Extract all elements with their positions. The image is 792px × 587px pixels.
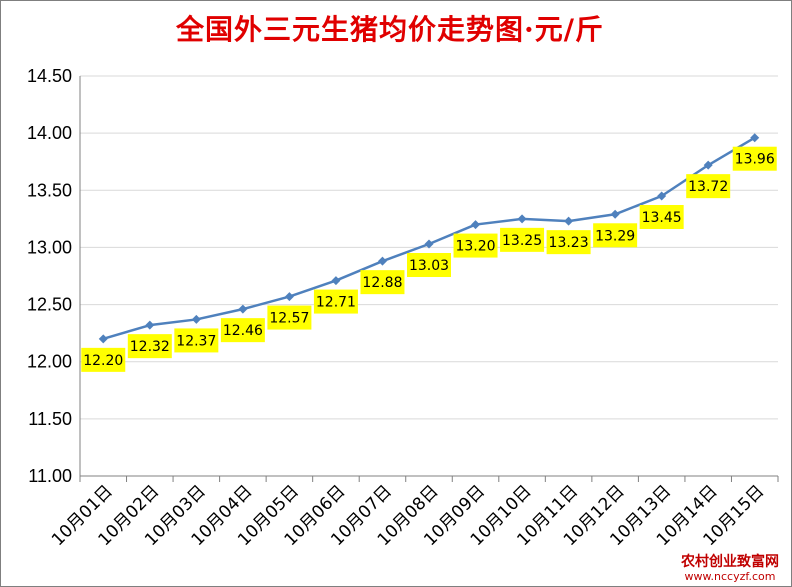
data-label-bg xyxy=(127,334,172,359)
data-label: 12.46 xyxy=(223,323,263,339)
data-point xyxy=(750,133,760,143)
y-tick-label: 14.50 xyxy=(27,66,72,86)
y-tick-label: 12.50 xyxy=(27,295,72,315)
data-point xyxy=(145,320,155,330)
data-label-bg xyxy=(546,230,591,255)
data-point xyxy=(98,334,108,344)
data-label: 12.20 xyxy=(83,353,123,369)
y-tick-label: 12.00 xyxy=(27,352,72,372)
y-tick-label: 11.00 xyxy=(28,466,72,486)
data-label-bg xyxy=(267,305,312,330)
data-label-bg xyxy=(174,328,219,353)
data-label: 13.20 xyxy=(455,239,495,255)
data-label-bg xyxy=(220,318,265,343)
data-point xyxy=(424,239,434,249)
y-tick-label: 14.00 xyxy=(27,123,72,143)
data-label: 13.23 xyxy=(549,235,589,251)
data-label: 13.29 xyxy=(595,228,635,244)
data-point xyxy=(284,292,294,302)
watermark: 农村创业致富网 www.nccyzf.com xyxy=(674,554,786,583)
data-point xyxy=(238,304,248,314)
data-label-bg xyxy=(453,233,498,258)
data-label-bg xyxy=(407,253,451,277)
data-label: 13.25 xyxy=(502,233,542,249)
data-label: 12.88 xyxy=(362,275,402,291)
data-label: 13.45 xyxy=(642,210,682,226)
data-point xyxy=(377,256,387,266)
data-label-bg xyxy=(81,347,126,372)
data-label-bg xyxy=(686,174,731,199)
data-point xyxy=(517,214,527,224)
data-point xyxy=(471,220,481,230)
data-label: 12.71 xyxy=(316,295,356,311)
data-point xyxy=(610,209,620,219)
data-label-bg xyxy=(313,289,358,314)
data-label: 13.03 xyxy=(409,258,449,274)
data-label-bg xyxy=(639,205,684,229)
data-point xyxy=(191,314,201,324)
data-label: 12.37 xyxy=(176,333,216,349)
data-label-bg xyxy=(360,270,405,295)
y-tick-label: 11.50 xyxy=(28,409,72,429)
y-tick-label: 13.00 xyxy=(27,237,72,257)
data-label: 13.96 xyxy=(735,152,775,168)
data-label-bg xyxy=(500,227,545,252)
data-point xyxy=(564,216,574,226)
data-label: 12.57 xyxy=(269,311,309,327)
watermark-url: www.nccyzf.com xyxy=(684,570,776,583)
data-point xyxy=(331,276,341,286)
data-label: 12.32 xyxy=(130,339,170,355)
data-label-bg xyxy=(732,146,777,171)
series-line xyxy=(102,136,756,341)
data-point xyxy=(657,191,667,201)
data-label-bg xyxy=(593,223,638,248)
y-tick-label: 13.50 xyxy=(27,180,72,200)
data-label: 13.72 xyxy=(688,179,728,195)
watermark-site-name: 农村创业致富网 xyxy=(681,554,779,570)
chart-title: 全国外三元生猪均价走势图·元/斤 xyxy=(176,13,604,46)
data-point xyxy=(703,160,713,170)
